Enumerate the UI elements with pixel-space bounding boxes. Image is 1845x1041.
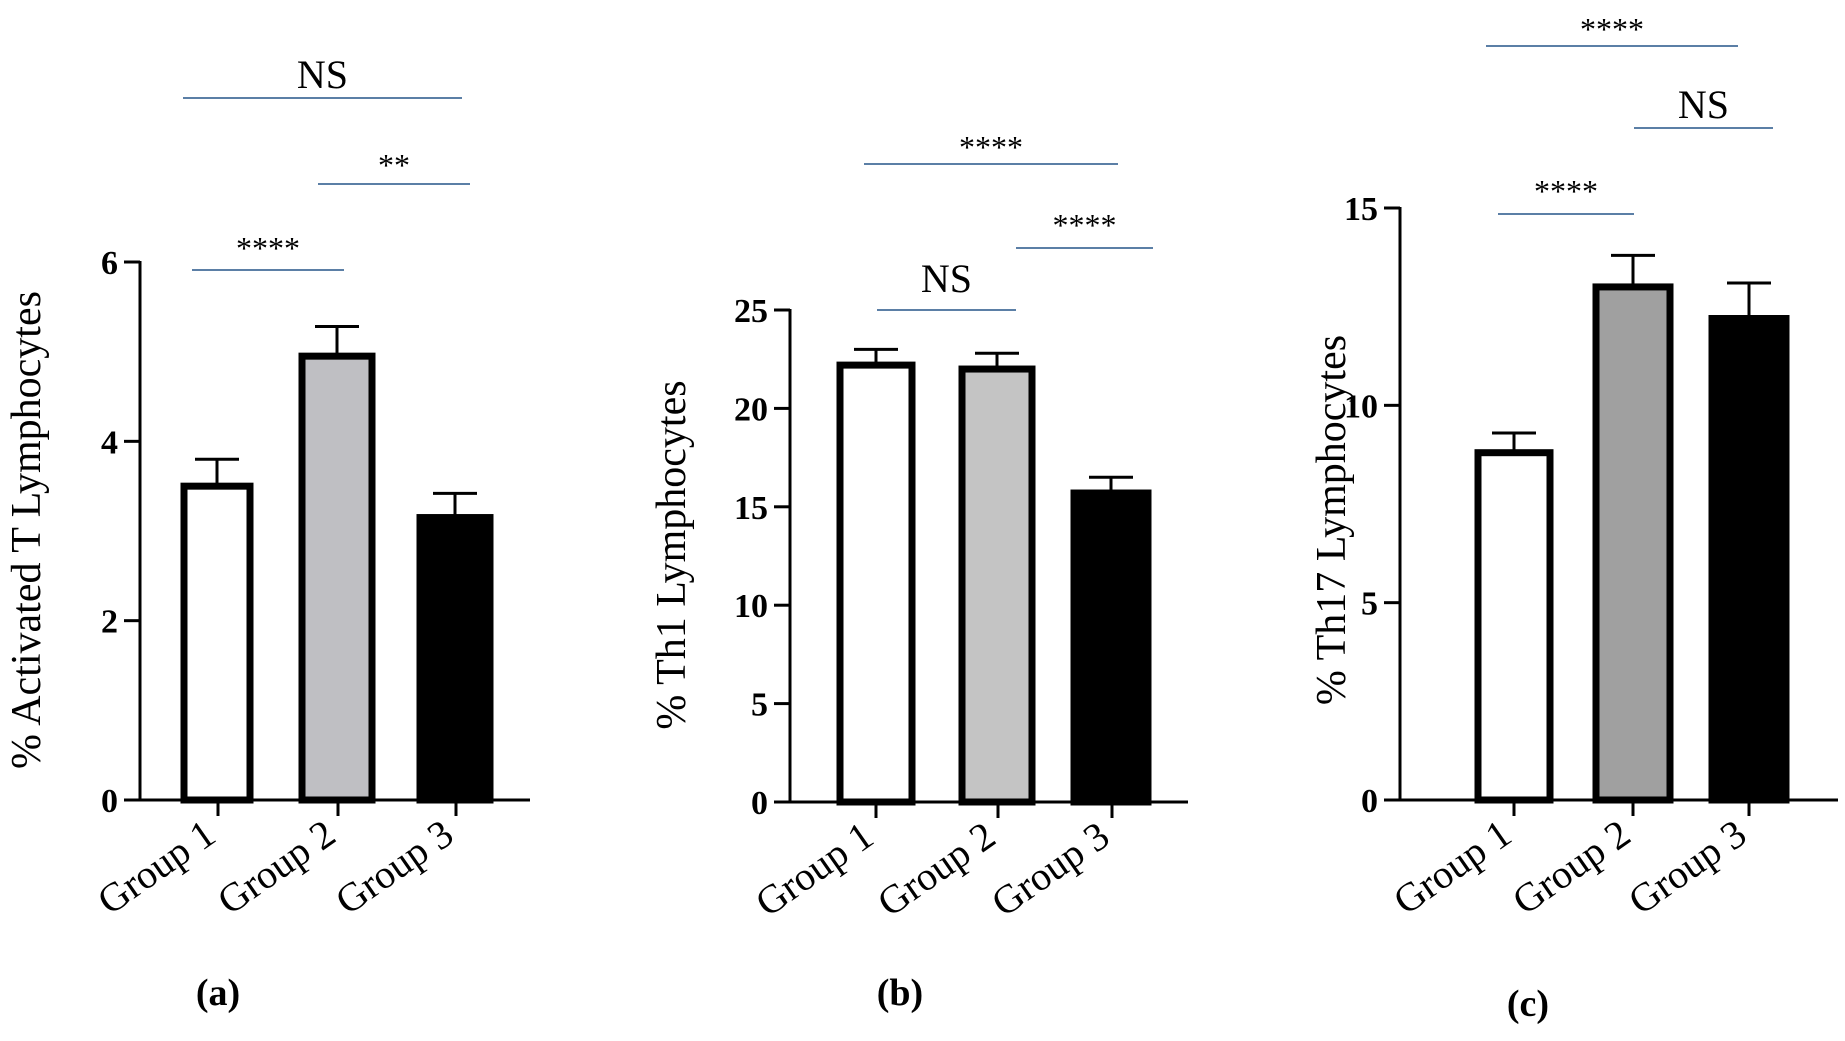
y-tick-label: 6 [101, 245, 118, 282]
y-axis-title: % Th1 Lymphocytes [649, 380, 695, 729]
significance-label: **** [236, 230, 300, 266]
y-tick-label: 10 [1344, 388, 1378, 425]
significance-label: NS [1678, 82, 1729, 127]
panel-label: (b) [877, 972, 923, 1014]
y-tick-label: 15 [1344, 191, 1378, 228]
y-axis-title: % Activated T Lymphocytes [4, 291, 50, 769]
significance-label: **** [959, 129, 1023, 165]
y-tick-label: 5 [751, 687, 768, 724]
y-tick-label: 20 [734, 391, 768, 428]
x-tick-label: Group 1 [1385, 811, 1519, 924]
bar-1 [1474, 449, 1554, 804]
bar-3 [416, 514, 494, 804]
significance-label: ** [378, 147, 410, 183]
panel-label: (a) [196, 972, 240, 1014]
bar-2 [298, 352, 376, 804]
y-tick-label: 0 [1361, 783, 1378, 820]
bar-3 [1070, 489, 1152, 806]
significance-label: **** [1580, 11, 1644, 47]
x-tick-label: Group 3 [327, 811, 461, 924]
x-tick-label: Group 3 [1620, 811, 1754, 924]
significance-label: **** [1534, 173, 1598, 209]
significance-label: NS [297, 52, 348, 97]
bar-3 [1708, 315, 1790, 804]
x-tick-label: Group 3 [983, 813, 1117, 926]
significance-label: **** [1053, 207, 1117, 243]
y-tick-label: 2 [101, 604, 118, 641]
y-axis-title: % Th17 Lymphocytes [1309, 335, 1355, 705]
y-tick-label: 0 [101, 783, 118, 820]
x-tick-label: Group 2 [869, 813, 1003, 926]
bar-2 [1592, 283, 1674, 804]
y-tick-label: 0 [751, 785, 768, 822]
panel-label: (c) [1507, 983, 1549, 1025]
y-tick-label: 25 [734, 293, 768, 330]
x-tick-label: Group 1 [747, 813, 881, 926]
bar-2 [958, 365, 1036, 806]
y-tick-label: 10 [734, 588, 768, 625]
x-tick-label: Group 1 [89, 811, 223, 924]
y-tick-label: 5 [1361, 586, 1378, 623]
x-tick-label: Group 2 [209, 811, 343, 924]
x-tick-label: Group 2 [1504, 811, 1638, 924]
y-tick-label: 4 [101, 424, 118, 461]
y-tick-label: 15 [734, 490, 768, 527]
significance-label: NS [921, 256, 972, 301]
bar-1 [836, 361, 916, 806]
bar-1 [180, 482, 254, 804]
